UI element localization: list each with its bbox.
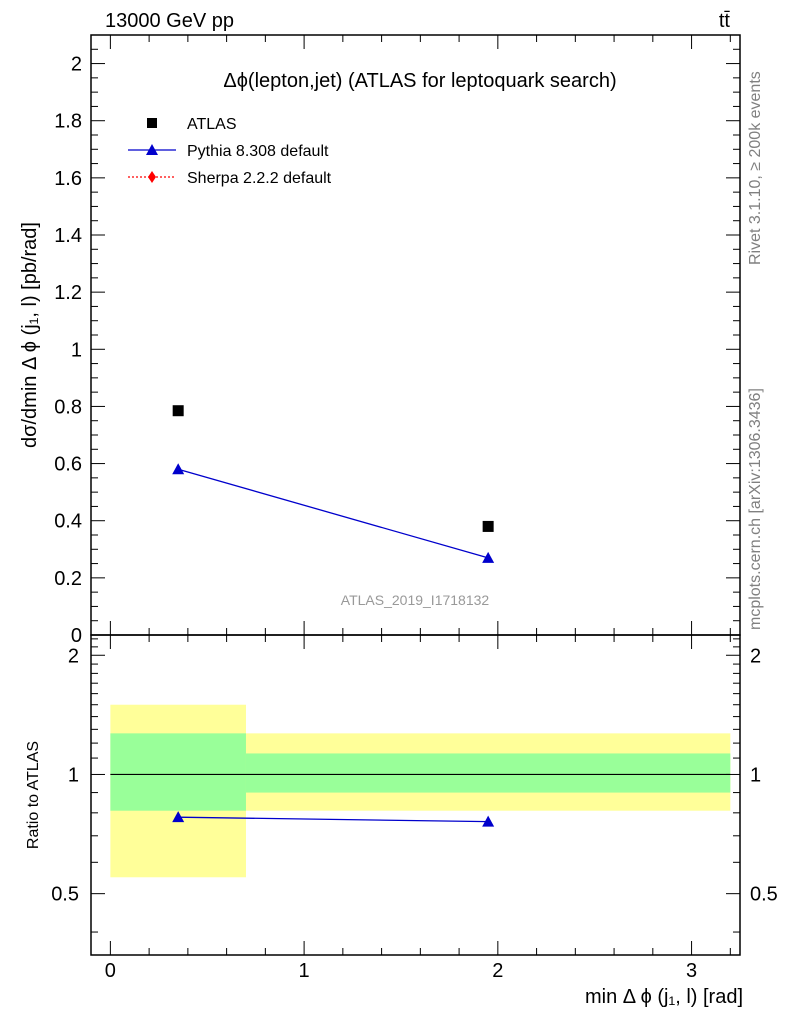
data-point-atlas [482,520,494,532]
data-point-pythia [482,551,495,563]
mcplots-label: mcplots.cern.ch [arXiv:1306.3436] [747,388,764,630]
main-y-tick-label: 1.6 [54,168,82,190]
x-tick-label: 2 [492,960,503,982]
ratio-y-ticks: 0.5 0.5 1 1 2 2 [51,638,778,933]
ratio-y-tick-label-right: 1 [750,764,761,786]
legend-label-pythia: Pythia 8.308 default [187,143,329,160]
ratio-panel-frame [90,634,741,956]
main-y-tick-label: 1.4 [54,225,82,247]
ratio-panel: 0.5 0.5 1 1 2 2 0 1 2 3 Ratio to ATLAS min Δ ϕ (… [25,634,778,1008]
main-y-tick-label: 0.6 [54,454,82,476]
main-y-axis-label: dσ/dmin Δ ϕ (j₁, l) [pb/rad] [19,222,41,448]
ratio-point-pythia [482,815,495,827]
legend-marker-atlas [147,118,157,128]
ratio-data-marks [172,811,495,827]
ratio-y-tick-label: 1 [68,764,79,786]
main-y-tick-label: 0.2 [54,568,82,590]
process-label: tt̄ [719,10,731,32]
ratio-y-tick-label: 2 [68,645,79,667]
data-point-pythia [172,463,185,475]
main-y-tick-label: 1.2 [54,282,82,304]
main-y-ticks: 0 0.2 0.4 0.6 0.8 1 1.2 1.4 1.6 1.8 2 [54,48,740,647]
ratio-y-tick-label-right: 0.5 [750,884,778,906]
x-axis-label: min Δ ϕ (j₁, l) [rad] [585,986,743,1008]
ratio-band-stat [110,733,246,811]
main-panel: 0 0.2 0.4 0.6 0.8 1 1.2 1.4 1.6 1.8 2 Δϕ(lepton,je… [19,34,741,647]
main-y-tick-label: 1 [71,339,82,361]
main-y-tick-label: 0 [71,625,82,647]
ratio-point-pythia [172,811,185,823]
ratio-line-pythia [178,816,489,823]
ratio-y-axis-label: Ratio to ATLAS [25,741,42,849]
series-line-pythia [178,468,489,559]
energy-label: 13000 GeV pp [105,10,234,32]
ratio-y-tick-label: 0.5 [51,884,79,906]
legend-label-sherpa: Sherpa 2.2.2 default [187,170,332,187]
main-y-tick-label: 0.4 [54,511,82,533]
legend: ATLAS Pythia 8.308 default Sherpa 2.2.2 … [128,116,332,187]
main-watermark: ATLAS_2019_I1718132 [341,592,490,608]
legend-marker-sherpa [148,171,156,183]
x-tick-label: 3 [686,960,697,982]
legend-label-atlas: ATLAS [187,116,237,133]
ratio-x-ticks: 0 1 2 3 [105,635,731,982]
ratio-y-tick-label-right: 2 [750,645,761,667]
main-y-tick-label: 0.8 [54,396,82,418]
main-x-ticks [109,35,731,635]
ratio-bands [110,704,731,878]
main-data-marks [172,405,495,563]
x-tick-label: 0 [105,960,116,982]
legend-marker-pythia [146,144,158,155]
main-y-tick-label: 1.8 [54,111,82,133]
ratio-band-stat [245,753,731,793]
main-title: Δϕ(lepton,jet) (ATLAS for leptoquark sea… [223,70,616,92]
x-tick-label: 1 [299,960,310,982]
main-y-tick-label: 2 [71,54,82,76]
rivet-label: Rivet 3.1.10, ≥ 200k events [747,71,764,265]
data-point-atlas [172,405,184,417]
